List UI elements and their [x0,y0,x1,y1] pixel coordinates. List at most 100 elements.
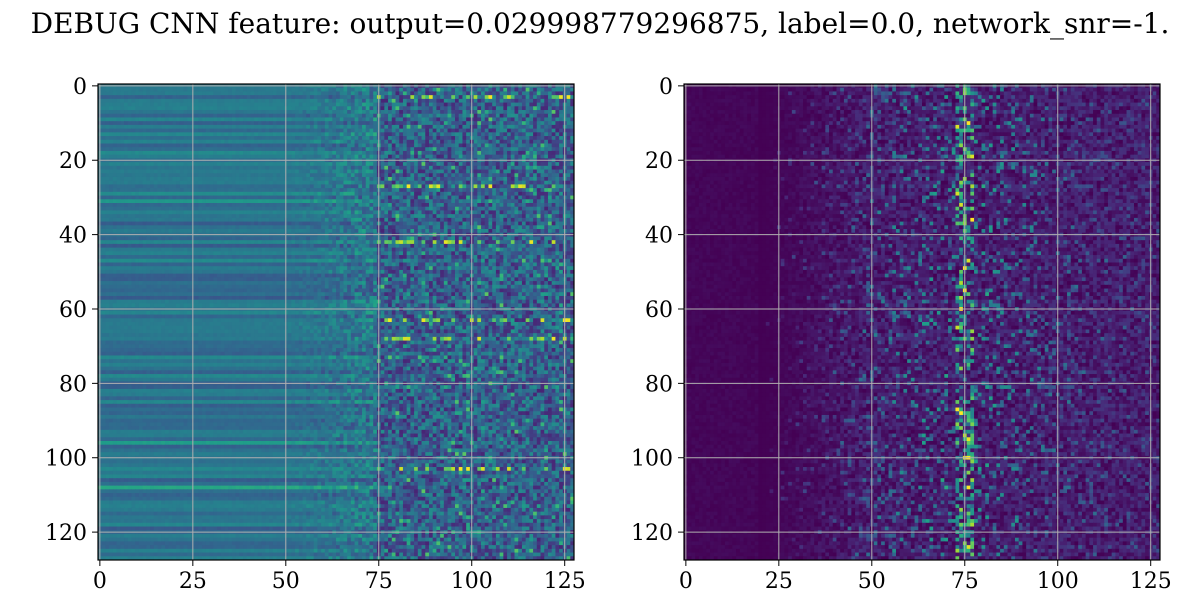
heatmap-cell [298,95,304,100]
heatmap-cell [384,106,389,111]
heatmap-cell [507,150,512,156]
heatmap-cell [362,128,367,133]
heatmap-cell [525,188,530,193]
heatmap-cell [217,162,222,167]
heatmap-cell [354,117,359,122]
heatmap-cell [354,206,359,212]
heatmap-cell [150,225,155,230]
heatmap-cell [414,214,419,219]
heatmap-cell [410,98,415,104]
heatmap-cell [220,176,226,182]
heatmap-cell [228,176,233,182]
heatmap-cell [272,165,278,171]
heatmap-cell [124,180,129,186]
heatmap-cell [566,117,571,122]
heatmap-cell [566,147,571,152]
heatmap-cell [317,169,322,174]
heatmap-cell [488,225,493,230]
heatmap-cell [547,95,553,100]
heatmap-cell [153,225,159,230]
heatmap-cell [518,169,523,174]
heatmap-cell [246,91,252,96]
heatmap-cell [395,199,400,204]
heatmap-cell [246,87,252,93]
heatmap-cell [239,154,244,159]
heatmap-cell [269,117,274,122]
heatmap-cell [336,214,341,219]
heatmap-cell [257,139,263,145]
heatmap-cell [339,87,345,93]
heatmap-cell [347,117,352,122]
heatmap-cell [514,203,519,208]
heatmap-cell [350,121,356,126]
heatmap-cell [529,132,534,137]
heatmap-cell [380,91,385,96]
heatmap-cell [488,169,493,174]
heatmap-cell [124,136,129,141]
heatmap-cell [473,210,478,215]
heatmap-cell [336,199,341,204]
heatmap-cell [239,132,244,137]
heatmap-cell [138,124,144,130]
heatmap-cell [295,87,300,93]
heatmap-cell [243,184,248,189]
heatmap-cell [384,150,389,156]
heatmap-cell [209,128,214,133]
heatmap-cell [269,188,274,193]
heatmap-cell [272,188,278,193]
heatmap-cell [202,143,207,148]
heatmap-cell [447,221,452,226]
heatmap-cell [380,195,385,200]
heatmap-cell [309,95,315,100]
heatmap-cell [369,221,374,226]
heatmap-cell [529,136,534,141]
heatmap-cell [436,106,441,111]
heatmap-cell [124,191,129,197]
heatmap-cell [481,195,486,200]
heatmap-cell [399,162,404,167]
heatmap-cell [402,199,408,204]
heatmap-cell [406,154,411,159]
heatmap-cell [250,162,255,167]
heatmap-cell [362,143,367,148]
heatmap-cell [168,191,173,197]
heatmap-cell [153,154,159,159]
heatmap-cell [217,139,222,145]
heatmap-cell [410,162,415,167]
heatmap-cell [176,191,181,197]
heatmap-cell [127,210,133,215]
heatmap-cell [194,121,200,126]
heatmap-cell [384,184,389,189]
heatmap-cell [343,191,348,197]
heatmap-cell [406,199,411,204]
heatmap-cell [224,195,229,200]
heatmap-cell [347,121,352,126]
heatmap-cell [451,195,456,200]
heatmap-cell [205,102,211,107]
heatmap-cell [533,139,538,145]
heatmap-cell [507,117,512,122]
heatmap-cell [161,169,166,174]
heatmap-cell [410,154,415,159]
heatmap-cell [525,132,530,137]
heatmap-cell [183,91,188,96]
heatmap-cell [101,210,107,215]
heatmap-cell [257,191,263,197]
heatmap-cell [358,169,363,174]
heatmap-cell [280,95,285,100]
heatmap-cell [257,206,263,212]
heatmap-cell [168,117,173,122]
heatmap-cell [521,184,527,189]
heatmap-cell [220,132,226,137]
heatmap-cell [350,203,356,208]
heatmap-cell [120,195,125,200]
heatmap-cell [384,165,389,171]
heatmap-cell [425,199,430,204]
heatmap-cell [518,180,523,186]
heatmap-cell [473,124,478,130]
heatmap-cell [410,136,415,141]
heatmap-cell [440,98,445,104]
heatmap-cell [481,128,486,133]
heatmap-cell [432,132,438,137]
heatmap-cell [183,199,188,204]
